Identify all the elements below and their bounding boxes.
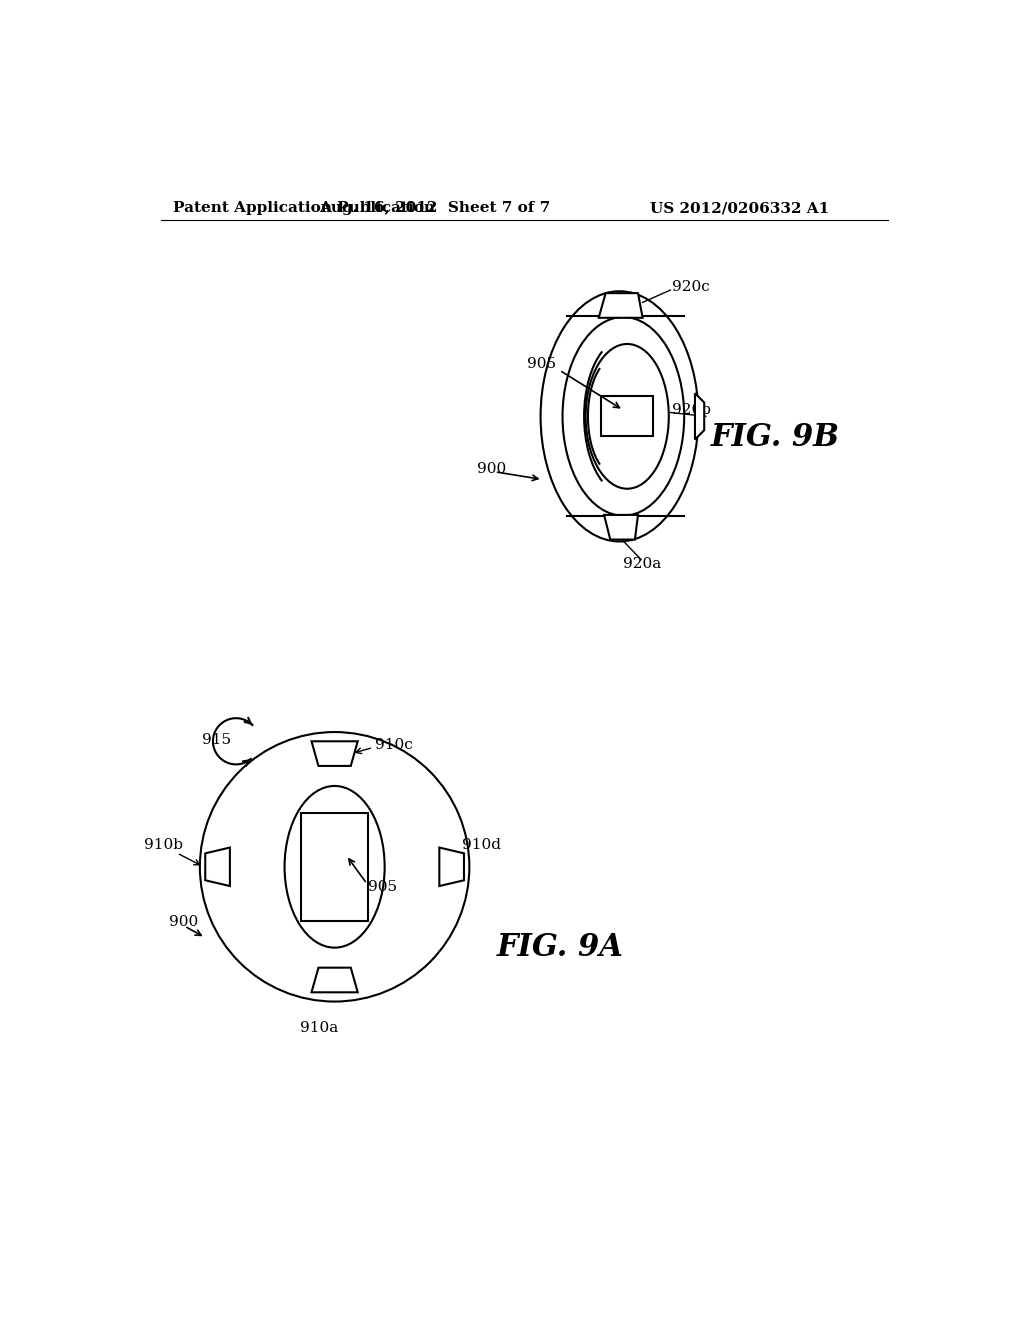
Text: Aug. 16, 2012  Sheet 7 of 7: Aug. 16, 2012 Sheet 7 of 7 <box>319 202 550 215</box>
Circle shape <box>200 733 469 1002</box>
FancyBboxPatch shape <box>301 813 369 921</box>
Polygon shape <box>604 515 638 540</box>
Polygon shape <box>439 847 464 886</box>
Text: 920a: 920a <box>624 557 662 572</box>
Text: 910c: 910c <box>375 738 413 752</box>
Ellipse shape <box>285 785 385 948</box>
Text: FIG. 9B: FIG. 9B <box>711 422 840 453</box>
Polygon shape <box>599 293 643 318</box>
Text: 905: 905 <box>369 880 397 894</box>
Text: 920c: 920c <box>672 280 710 294</box>
Text: US 2012/0206332 A1: US 2012/0206332 A1 <box>650 202 829 215</box>
Polygon shape <box>695 393 705 440</box>
Polygon shape <box>311 742 357 766</box>
Ellipse shape <box>541 292 698 541</box>
FancyBboxPatch shape <box>601 396 653 437</box>
Text: 900: 900 <box>169 915 199 929</box>
Text: 920b: 920b <box>672 403 711 417</box>
Text: 910a: 910a <box>300 1020 338 1035</box>
Ellipse shape <box>586 345 669 488</box>
Text: 905: 905 <box>527 356 556 371</box>
Ellipse shape <box>562 317 684 516</box>
Text: 910b: 910b <box>143 838 182 853</box>
Text: 915: 915 <box>202 733 231 747</box>
Polygon shape <box>311 968 357 993</box>
Text: FIG. 9A: FIG. 9A <box>497 932 624 964</box>
Text: Patent Application Publication: Patent Application Publication <box>173 202 435 215</box>
Polygon shape <box>205 847 230 886</box>
Text: 910d: 910d <box>462 838 501 853</box>
Text: 900: 900 <box>477 462 506 475</box>
